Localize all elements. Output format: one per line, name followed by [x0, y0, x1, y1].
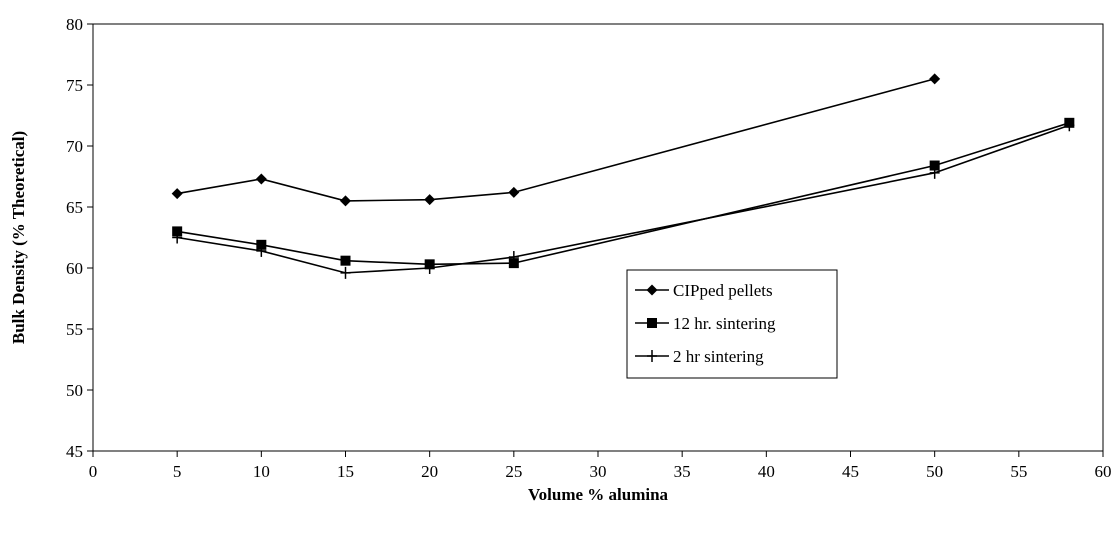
x-tick-label: 45 [842, 462, 859, 481]
y-axis-title: Bulk Density (% Theoretical) [9, 131, 28, 344]
x-tick-label: 40 [758, 462, 775, 481]
series-line [177, 124, 1070, 274]
x-tick-label: 35 [674, 462, 691, 481]
data-point-square [340, 255, 351, 266]
x-tick-label: 25 [505, 462, 522, 481]
x-tick-label: 0 [89, 462, 98, 481]
legend: CIPped pellets 12 hr. sintering 2 hr sinte… [626, 269, 838, 379]
y-tick-label: 55 [66, 320, 83, 339]
x-tick-label: 15 [337, 462, 354, 481]
x-tick-label: 5 [173, 462, 182, 481]
series-line [177, 122, 1070, 266]
legend-label: CIPped pellets [673, 281, 773, 300]
data-point-plus [647, 350, 657, 362]
data-point-plus [172, 231, 183, 244]
y-tick-label: 65 [66, 198, 83, 217]
x-axis-title: Volume % alumina [528, 485, 669, 504]
data-point-plus [424, 262, 435, 274]
x-tick-label: 50 [926, 462, 943, 481]
data-point-diamond [929, 73, 941, 85]
data-point-plus [929, 166, 940, 179]
axes: 45 50 55 60 65 70 75 80 0 5 10 15 20 25 30 35 40 45 50 55 60 [66, 15, 1112, 481]
series-layer [171, 73, 1075, 279]
legend-item: 2 hr sintering [635, 347, 764, 366]
y-tick-label: 45 [66, 442, 83, 461]
data-point-plus [256, 244, 267, 257]
legend-item: CIPped pellets [635, 281, 773, 300]
data-point-square [647, 318, 657, 328]
x-tick-label: 20 [421, 462, 438, 481]
series-1 [171, 73, 941, 207]
legend-label: 12 hr. sintering [673, 314, 776, 333]
series-line [177, 78, 935, 202]
data-point-diamond [424, 194, 436, 206]
data-point-diamond [171, 188, 183, 200]
data-point-plus [340, 266, 351, 279]
y-tick-label: 50 [66, 381, 83, 400]
y-tick-label: 75 [66, 76, 83, 95]
data-point-square [172, 226, 183, 237]
data-point-square [929, 160, 940, 171]
data-point-square [508, 258, 519, 269]
y-tick-label: 60 [66, 259, 83, 278]
x-tick-label: 55 [1010, 462, 1027, 481]
series-3 [172, 119, 1075, 279]
data-point-plus [508, 251, 519, 264]
x-tick-label: 30 [590, 462, 607, 481]
data-point-square [256, 239, 267, 250]
data-point-diamond [255, 173, 267, 185]
data-point-diamond [340, 195, 351, 207]
data-point-diamond [646, 284, 658, 296]
x-tick-label: 60 [1095, 462, 1112, 481]
series-2 [172, 117, 1075, 270]
data-point-diamond [508, 186, 520, 198]
legend-item: 12 hr. sintering [635, 314, 776, 333]
plot-frame [92, 23, 1104, 452]
legend-box [626, 269, 838, 379]
y-tick-label: 80 [66, 15, 83, 34]
x-tick-label: 10 [253, 462, 270, 481]
legend-label: 2 hr sintering [673, 347, 764, 366]
y-tick-label: 70 [66, 137, 83, 156]
data-point-plus [1064, 119, 1075, 132]
